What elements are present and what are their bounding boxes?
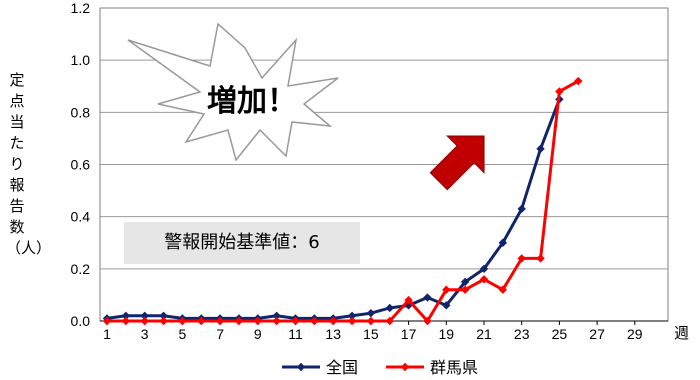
legend-marker [400, 362, 410, 372]
x-tick-label: 25 [552, 326, 568, 342]
x-tick-label: 27 [589, 326, 605, 342]
legend-label: 全国 [326, 358, 358, 377]
data-point [253, 316, 262, 326]
data-point [404, 295, 413, 305]
x-tick-label: 3 [141, 326, 149, 342]
legend-label: 群馬県 [430, 358, 478, 377]
data-point [140, 311, 149, 320]
data-point [310, 316, 319, 326]
x-tick-label: 15 [363, 326, 379, 342]
x-tick-label: 9 [254, 326, 262, 342]
data-point [479, 264, 489, 274]
data-point [121, 316, 131, 326]
data-point [574, 76, 583, 86]
data-point [272, 316, 281, 326]
data-point [442, 301, 451, 310]
data-point [347, 311, 357, 320]
data-point [555, 87, 564, 96]
data-point [159, 311, 168, 320]
data-point [460, 285, 470, 294]
data-point [517, 254, 526, 263]
x-tick-label: 7 [216, 326, 224, 342]
data-point [423, 316, 432, 326]
data-point [102, 316, 112, 326]
y-tick-label: 0.0 [71, 313, 91, 329]
threshold-note: 警報開始基準値：6 [124, 222, 360, 264]
up-arrow [429, 135, 485, 191]
data-point [460, 277, 470, 287]
x-tick-label: 11 [288, 326, 303, 342]
y-tick-label: 0.2 [71, 261, 91, 277]
data-point [423, 293, 432, 302]
data-point [215, 316, 225, 326]
data-point [178, 316, 187, 326]
data-point [197, 316, 206, 326]
data-point [366, 308, 376, 318]
x-tick-label: 19 [439, 326, 455, 342]
plot-area [99, 7, 669, 325]
y-tick-label: 0.6 [71, 157, 91, 173]
data-point [272, 311, 281, 320]
x-tick-label: 29 [627, 326, 643, 342]
x-tick-label: 13 [325, 326, 341, 342]
x-tick-label: 23 [514, 326, 530, 342]
y-tick-label: 1.2 [71, 0, 91, 16]
series-line-2 [107, 79, 579, 323]
x-tick-labels: 1 3 5 7 9 11 13 15 17 19 21 23 25 27 29 [103, 326, 643, 342]
data-point [517, 204, 526, 214]
data-point [498, 238, 508, 247]
y-axis-label: 定点当たり報告数（人） [6, 71, 52, 257]
series-group [102, 76, 583, 326]
series-line-1 [106, 98, 561, 320]
data-point [479, 275, 489, 284]
y-tick-label: 0.4 [71, 209, 91, 225]
x-axis-unit: 週 [674, 324, 690, 342]
data-point [366, 316, 376, 326]
data-point [234, 316, 244, 326]
data-point [140, 316, 149, 326]
y-tick-labels: 0.0 0.2 0.4 0.6 0.8 1.0 1.2 [71, 0, 91, 329]
legend: 全国 群馬県 [282, 358, 478, 377]
y-tick-label: 0.8 [71, 104, 91, 120]
x-tick-label: 5 [179, 326, 187, 342]
burst-shape [127, 22, 339, 162]
data-point [121, 311, 131, 320]
data-point [498, 285, 508, 294]
data-point [291, 316, 300, 326]
y-tick-label: 1.0 [71, 52, 91, 68]
data-point [159, 316, 168, 326]
x-tick-label: 17 [401, 326, 417, 342]
data-point [347, 316, 357, 326]
x-tick-label: 21 [476, 326, 492, 342]
data-point [385, 303, 394, 313]
data-point [385, 316, 394, 326]
data-point [536, 254, 545, 263]
x-tick-label: 1 [103, 326, 111, 342]
data-point [329, 316, 338, 326]
data-point [442, 285, 451, 294]
legend-marker [296, 362, 306, 372]
increase-callout: 増加！ [207, 84, 297, 119]
data-point [536, 144, 545, 154]
